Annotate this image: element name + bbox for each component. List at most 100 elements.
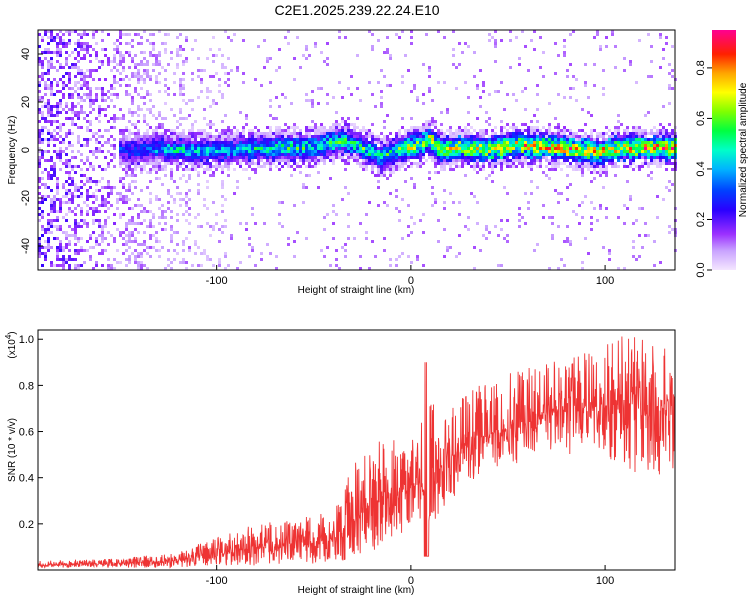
heatmap-cell bbox=[209, 150, 212, 153]
heatmap-cell bbox=[575, 147, 578, 150]
heatmap-cell bbox=[509, 39, 512, 42]
heatmap-cell bbox=[152, 54, 155, 57]
heatmap-cell bbox=[353, 135, 356, 138]
heatmap-cell bbox=[143, 168, 146, 171]
heatmap-cell bbox=[197, 75, 200, 78]
heatmap-cell bbox=[647, 150, 650, 153]
heatmap-cell bbox=[611, 138, 614, 141]
heatmap-cell bbox=[89, 96, 92, 99]
heatmap-cell bbox=[296, 162, 299, 165]
heatmap-cell bbox=[155, 168, 158, 171]
heatmap-cell bbox=[371, 153, 374, 156]
x-tick-label: 100 bbox=[596, 275, 614, 287]
heatmap-cell bbox=[47, 246, 50, 249]
heatmap-cell bbox=[314, 150, 317, 153]
heatmap-cell bbox=[521, 132, 524, 135]
heatmap-cell bbox=[182, 72, 185, 75]
heatmap-cell bbox=[611, 135, 614, 138]
heatmap-cell bbox=[620, 150, 623, 153]
heatmap-cell bbox=[191, 141, 194, 144]
heatmap-cell bbox=[263, 138, 266, 141]
heatmap-cell bbox=[485, 177, 488, 180]
heatmap-cell bbox=[110, 135, 113, 138]
heatmap-cell bbox=[482, 84, 485, 87]
heatmap-cell bbox=[578, 138, 581, 141]
heatmap-cell bbox=[47, 78, 50, 81]
heatmap-cell bbox=[131, 99, 134, 102]
heatmap-cell bbox=[554, 168, 557, 171]
heatmap-cell bbox=[308, 54, 311, 57]
heatmap-cell bbox=[365, 231, 368, 234]
heatmap-cell bbox=[377, 174, 380, 177]
heatmap-cell bbox=[317, 186, 320, 189]
heatmap-cell bbox=[47, 222, 50, 225]
heatmap-cell bbox=[659, 123, 662, 126]
heatmap-cell bbox=[80, 57, 83, 60]
heatmap-cell bbox=[329, 147, 332, 150]
heatmap-cell bbox=[608, 147, 611, 150]
heatmap-cell bbox=[197, 141, 200, 144]
heatmap-cell bbox=[251, 147, 254, 150]
heatmap-cell bbox=[641, 141, 644, 144]
heatmap-cell bbox=[119, 192, 122, 195]
heatmap-cell bbox=[251, 150, 254, 153]
heatmap-cell bbox=[89, 69, 92, 72]
heatmap-cell bbox=[86, 189, 89, 192]
heatmap-cell bbox=[530, 144, 533, 147]
heatmap-cell bbox=[110, 189, 113, 192]
heatmap-cell bbox=[56, 111, 59, 114]
heatmap-cell bbox=[671, 147, 674, 150]
heatmap-cell bbox=[143, 240, 146, 243]
heatmap-cell bbox=[602, 156, 605, 159]
heatmap-cell bbox=[128, 147, 131, 150]
heatmap-cell bbox=[143, 144, 146, 147]
heatmap-cell bbox=[608, 153, 611, 156]
heatmap-cell bbox=[290, 159, 293, 162]
heatmap-cell bbox=[548, 138, 551, 141]
heatmap-cell bbox=[71, 30, 74, 33]
heatmap-cell bbox=[371, 135, 374, 138]
heatmap-cell bbox=[524, 108, 527, 111]
heatmap-cell bbox=[587, 156, 590, 159]
heatmap-cell bbox=[119, 216, 122, 219]
heatmap-cell bbox=[254, 150, 257, 153]
heatmap-cell bbox=[110, 69, 113, 72]
heatmap-cell bbox=[137, 213, 140, 216]
heatmap-cell bbox=[176, 165, 179, 168]
heatmap-cell bbox=[413, 141, 416, 144]
heatmap-cell bbox=[278, 126, 281, 129]
heatmap-cell bbox=[617, 267, 620, 270]
heatmap-cell bbox=[347, 150, 350, 153]
heatmap-cell bbox=[68, 189, 71, 192]
heatmap-cell bbox=[557, 156, 560, 159]
heatmap-cell bbox=[416, 150, 419, 153]
heatmap-cell bbox=[128, 168, 131, 171]
heatmap-cell bbox=[332, 147, 335, 150]
heatmap-cell bbox=[494, 138, 497, 141]
heatmap-cell bbox=[293, 240, 296, 243]
heatmap-cell bbox=[440, 138, 443, 141]
heatmap-cell bbox=[557, 267, 560, 270]
heatmap-cell bbox=[224, 219, 227, 222]
heatmap-cell bbox=[401, 147, 404, 150]
heatmap-cell bbox=[116, 96, 119, 99]
heatmap-cell bbox=[191, 123, 194, 126]
heatmap-cell bbox=[68, 264, 71, 267]
heatmap-cell bbox=[629, 156, 632, 159]
heatmap-cell bbox=[182, 249, 185, 252]
heatmap-cell bbox=[206, 96, 209, 99]
heatmap-cell bbox=[47, 108, 50, 111]
heatmap-cell bbox=[281, 201, 284, 204]
heatmap-cell bbox=[557, 192, 560, 195]
heatmap-cell bbox=[59, 39, 62, 42]
heatmap-cell bbox=[419, 156, 422, 159]
heatmap-cell bbox=[392, 168, 395, 171]
heatmap-cell bbox=[107, 264, 110, 267]
heatmap-cell bbox=[452, 141, 455, 144]
heatmap-cell bbox=[455, 129, 458, 132]
heatmap-cell bbox=[227, 135, 230, 138]
heatmap-cell bbox=[347, 126, 350, 129]
heatmap-cell bbox=[539, 153, 542, 156]
heatmap-cell bbox=[566, 150, 569, 153]
heatmap-cell bbox=[557, 54, 560, 57]
